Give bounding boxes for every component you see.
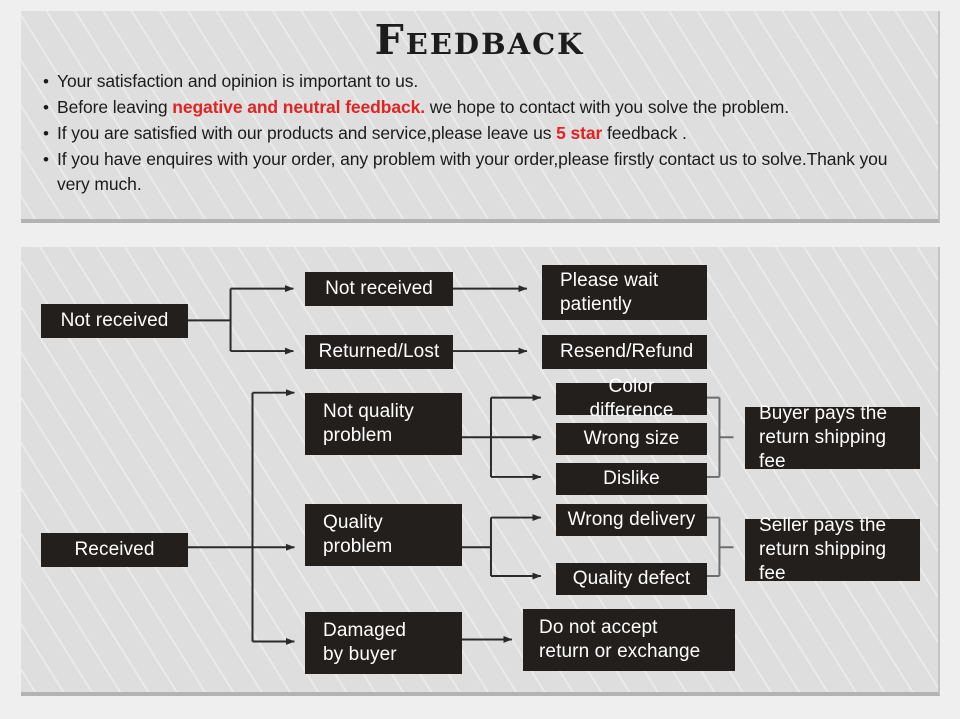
notice-item-text: Your satisfaction and opinion is importa… <box>57 69 924 94</box>
plain-phrase: Your satisfaction and opinion is importa… <box>57 71 419 91</box>
highlighted-phrase: negative and neutral feedback. <box>172 97 426 117</box>
plain-phrase: feedback . <box>602 123 687 143</box>
node-damaged-by-buyer[interactable]: Damaged by buyer <box>305 612 462 674</box>
node-dislike[interactable]: Dislike <box>556 463 707 495</box>
plain-phrase: Before leaving <box>57 97 173 117</box>
notice-item-text: If you are satisfied with our products a… <box>57 121 924 146</box>
feedback-bullet-list: • Your satisfaction and opinion is import… <box>21 65 938 197</box>
notice-bullet-item: • If you are satisfied with our products … <box>43 121 924 146</box>
node-please-wait-patiently[interactable]: Please wait patiently <box>542 265 707 320</box>
highlighted-phrase: 5 star <box>556 123 603 143</box>
node-wrong-size[interactable]: Wrong size <box>556 423 707 455</box>
plain-phrase: If you are satisfied with our products a… <box>57 123 557 143</box>
bullet-icon: • <box>43 98 49 117</box>
notice-item-text: Before leaving negative and neutral feed… <box>57 95 924 120</box>
bullet-icon: • <box>43 72 49 91</box>
notice-bullet-item: • If you have enquires with your order, a… <box>43 147 924 197</box>
notice-bullet-item: • Your satisfaction and opinion is import… <box>43 69 924 94</box>
notice-item-text: If you have enquires with your order, an… <box>57 147 924 197</box>
bullet-icon: • <box>43 150 49 169</box>
node-wrong-delivery[interactable]: Wrong delivery <box>556 504 707 536</box>
node-quality-defect[interactable]: Quality defect <box>556 563 707 595</box>
node-not-quality-problem[interactable]: Not quality problem <box>305 393 462 455</box>
node-buyer-pays-return-shipping-fee[interactable]: Buyer pays the return shipping fee <box>745 403 920 472</box>
flowchart-canvas: Not received Received Not received Retur… <box>21 247 938 692</box>
node-seller-pays-return-shipping-fee[interactable]: Seller pays the return shipping fee <box>745 515 920 584</box>
bullet-icon: • <box>43 124 49 143</box>
node-not-received-branch[interactable]: Not received <box>305 272 453 306</box>
page-title: Feedback <box>374 16 585 64</box>
node-resend-refund[interactable]: Resend/Refund <box>542 335 707 369</box>
notice-bullet-item: • Before leaving negative and neutral fee… <box>43 95 924 120</box>
node-quality-problem[interactable]: Quality problem <box>305 504 462 566</box>
node-color-difference[interactable]: Color difference <box>556 376 707 421</box>
returns-flowchart-panel: Not received Received Not received Retur… <box>21 247 940 696</box>
node-not-received-root[interactable]: Not received <box>41 304 188 338</box>
feedback-notice-panel: Feedback • Your satisfaction and opinion … <box>21 11 940 223</box>
node-returned-lost[interactable]: Returned/Lost <box>305 335 453 369</box>
grouping-bracket <box>705 396 734 578</box>
node-received-root[interactable]: Received <box>41 533 188 567</box>
plain-phrase: we hope to contact with you solve the pr… <box>425 97 790 117</box>
plain-phrase: If you have enquires with your order, an… <box>57 149 888 194</box>
node-do-not-accept[interactable]: Do not accept return or exchange <box>523 609 735 671</box>
